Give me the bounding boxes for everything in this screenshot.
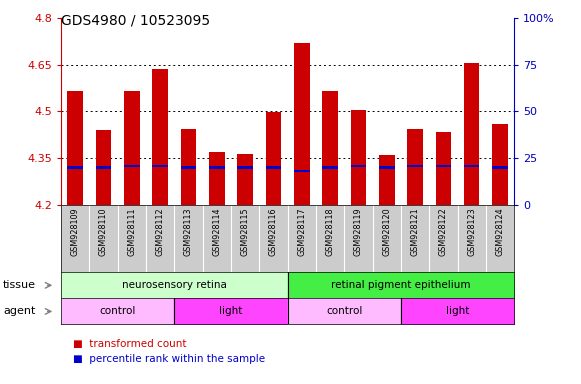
- Bar: [407, 165, 423, 167]
- Text: agent: agent: [3, 306, 35, 316]
- Bar: [152, 69, 168, 205]
- Text: GSM928123: GSM928123: [467, 207, 476, 256]
- Bar: [492, 167, 508, 169]
- Bar: [209, 152, 225, 205]
- Bar: [464, 165, 479, 167]
- Bar: [266, 112, 281, 205]
- Bar: [209, 167, 225, 169]
- Bar: [67, 167, 83, 169]
- Bar: [322, 91, 338, 205]
- Text: GSM928124: GSM928124: [496, 207, 504, 256]
- Bar: [294, 43, 310, 205]
- Bar: [350, 165, 366, 167]
- Bar: [436, 165, 451, 167]
- Text: GSM928117: GSM928117: [297, 207, 306, 256]
- Text: GSM928119: GSM928119: [354, 207, 363, 256]
- Text: ■  percentile rank within the sample: ■ percentile rank within the sample: [73, 354, 265, 364]
- Bar: [379, 167, 394, 169]
- Text: GSM928118: GSM928118: [325, 207, 335, 256]
- Bar: [67, 91, 83, 205]
- Bar: [350, 110, 366, 205]
- Bar: [152, 165, 168, 167]
- Bar: [464, 63, 479, 205]
- Text: GDS4980 / 10523095: GDS4980 / 10523095: [61, 13, 210, 27]
- Text: GSM928112: GSM928112: [156, 207, 164, 256]
- Text: control: control: [99, 306, 136, 316]
- Bar: [181, 167, 196, 169]
- Text: GSM928122: GSM928122: [439, 207, 448, 256]
- Text: GSM928109: GSM928109: [71, 207, 80, 256]
- Text: GSM928110: GSM928110: [99, 207, 108, 256]
- Text: control: control: [326, 306, 363, 316]
- Bar: [379, 155, 394, 205]
- Bar: [96, 130, 112, 205]
- Bar: [124, 91, 139, 205]
- Text: GSM928111: GSM928111: [127, 207, 137, 256]
- Bar: [294, 170, 310, 172]
- Bar: [96, 167, 112, 169]
- Bar: [436, 132, 451, 205]
- Bar: [492, 124, 508, 205]
- Bar: [407, 129, 423, 205]
- Text: tissue: tissue: [3, 280, 36, 290]
- Text: GSM928113: GSM928113: [184, 207, 193, 256]
- Text: retinal pigment epithelium: retinal pigment epithelium: [331, 280, 471, 290]
- Text: light: light: [446, 306, 469, 316]
- Bar: [124, 165, 139, 167]
- Bar: [181, 129, 196, 205]
- Bar: [322, 167, 338, 169]
- Text: ■  transformed count: ■ transformed count: [73, 339, 186, 349]
- Text: GSM928116: GSM928116: [269, 207, 278, 256]
- Bar: [237, 167, 253, 169]
- Text: light: light: [219, 306, 243, 316]
- Text: neurosensory retina: neurosensory retina: [122, 280, 227, 290]
- Text: GSM928121: GSM928121: [411, 207, 419, 256]
- Text: GSM928120: GSM928120: [382, 207, 391, 256]
- Bar: [237, 154, 253, 205]
- Bar: [266, 167, 281, 169]
- Text: GSM928114: GSM928114: [212, 207, 221, 256]
- Text: GSM928115: GSM928115: [241, 207, 250, 256]
